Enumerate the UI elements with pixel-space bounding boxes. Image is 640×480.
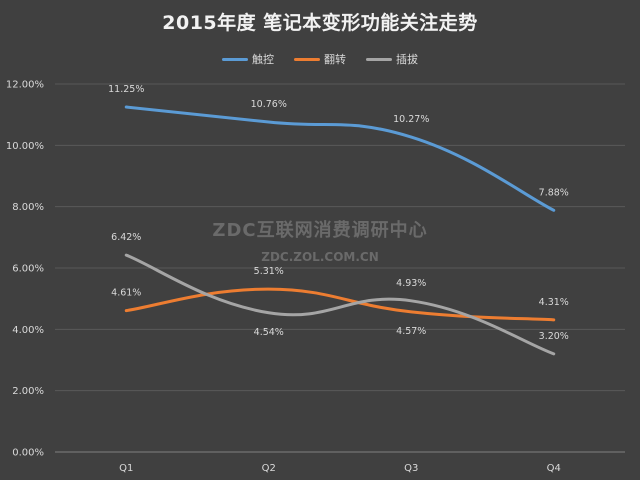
y-tick-label: 12.00%: [6, 80, 44, 91]
legend-label-detach: 插拔: [396, 53, 418, 66]
data-label-touch: 10.27%: [393, 114, 429, 125]
legend-swatch-flip: [294, 57, 320, 61]
x-tick-label: Q1: [119, 463, 133, 474]
legend-label-touch: 触控: [252, 53, 274, 66]
data-label-touch: 11.25%: [108, 84, 144, 95]
legend-label-flip: 翻转: [324, 53, 346, 66]
data-label-flip: 4.31%: [539, 297, 569, 308]
legend-item-touch: 触控: [222, 51, 274, 67]
series-line-detach: [124, 253, 556, 356]
data-label-detach: 4.93%: [396, 278, 426, 289]
y-tick-label: 10.00%: [6, 141, 44, 152]
legend: 触控 翻转 插拔: [0, 51, 640, 67]
x-tick-label: Q2: [262, 463, 276, 474]
data-label-detach: 6.42%: [111, 232, 141, 243]
y-tick-label: 4.00%: [12, 325, 44, 336]
data-label-touch: 10.76%: [251, 99, 287, 110]
chart-title: 2015年度 笔记本变形功能关注走势: [162, 12, 478, 34]
data-label-detach: 4.54%: [254, 327, 284, 338]
x-tick-label: Q4: [547, 463, 561, 474]
y-tick-label: 6.00%: [12, 264, 44, 275]
data-label-touch: 7.88%: [539, 187, 569, 198]
legend-item-flip: 翻转: [294, 51, 346, 67]
legend-item-detach: 插拔: [366, 51, 418, 67]
series-line-flip: [124, 287, 556, 322]
data-label-flip: 4.57%: [396, 326, 426, 337]
y-tick-label: 0.00%: [12, 448, 44, 459]
y-tick-label: 8.00%: [12, 202, 44, 213]
watermark-subtext: ZDC.ZOL.COM.CN: [261, 250, 379, 264]
series-line-touch: [124, 105, 556, 212]
data-label-flip: 4.61%: [111, 288, 141, 299]
y-tick-label: 2.00%: [12, 386, 44, 397]
data-label-flip: 5.31%: [254, 266, 284, 277]
data-label-detach: 3.20%: [539, 331, 569, 342]
x-tick-label: Q3: [404, 463, 418, 474]
watermark-text: ZDC互联网消费调研中心: [212, 219, 427, 241]
legend-swatch-detach: [366, 57, 392, 61]
legend-swatch-touch: [222, 57, 248, 61]
